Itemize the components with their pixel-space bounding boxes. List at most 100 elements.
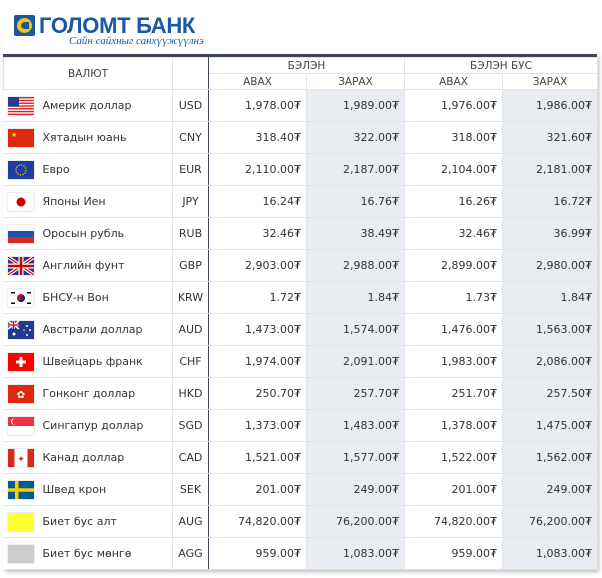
noncash-buy-rate: 318.00₮ bbox=[404, 121, 504, 154]
cash-sell-rate: 1.84₮ bbox=[306, 281, 406, 314]
currency-cell: Японы Иен bbox=[3, 185, 173, 218]
cash-buy-rate: 1,473.00₮ bbox=[208, 313, 307, 346]
currency-code: SGD bbox=[172, 409, 209, 442]
noncash-buy-rate: 1,976.00₮ bbox=[404, 89, 504, 122]
ca-flag-icon: ✦ bbox=[7, 448, 34, 467]
currency-cell: Швед крон bbox=[3, 473, 173, 506]
noncash-buy-rate: 2,899.00₮ bbox=[404, 249, 504, 282]
cash-buy-rate: 201.00₮ bbox=[208, 473, 307, 506]
noncash-buy-rate: 32.46₮ bbox=[404, 217, 504, 250]
cash-buy-rate: 318.40₮ bbox=[208, 121, 307, 154]
table-row: Швейцарь франк CHF 1,974.00₮ 2,091.00₮ 1… bbox=[3, 345, 599, 378]
gold-swatch-icon bbox=[7, 512, 34, 531]
cash-buy-rate: 1,974.00₮ bbox=[208, 345, 307, 378]
noncash-sell-rate: 2,086.00₮ bbox=[502, 345, 599, 378]
currency-cell: ✿ Гонконг доллар bbox=[3, 377, 173, 410]
golomt-logo-icon bbox=[14, 15, 35, 36]
svg-text:✿: ✿ bbox=[16, 390, 24, 401]
currency-name: Канад доллар bbox=[42, 451, 125, 464]
noncash-buy-rate: 1,983.00₮ bbox=[404, 345, 504, 378]
table-row: Швед крон SEK 201.00₮ 249.00₮ 201.00₮ 24… bbox=[3, 473, 599, 506]
currency-name: Биет бус мөнгө bbox=[42, 547, 132, 560]
currency-code: AGG bbox=[172, 537, 209, 570]
header-noncash-sell: ЗАРАХ bbox=[502, 73, 599, 90]
noncash-buy-rate: 1,476.00₮ bbox=[404, 313, 504, 346]
table-row: Японы Иен JPY 16.24₮ 16.76₮ 16.26₮ 16.72… bbox=[3, 185, 599, 218]
silver-swatch-icon bbox=[7, 544, 34, 563]
table-row: ✿ Гонконг доллар HKD 250.70₮ 257.70₮ 251.… bbox=[3, 377, 599, 410]
table-row: Биет бус мөнгө AGG 959.00₮ 1,083.00₮ 959… bbox=[3, 537, 599, 570]
noncash-sell-rate: 2,980.00₮ bbox=[502, 249, 599, 282]
currency-cell: Биет бус мөнгө bbox=[3, 537, 173, 570]
cash-buy-rate: 250.70₮ bbox=[208, 377, 307, 410]
currency-code: AUD bbox=[172, 313, 209, 346]
cash-sell-rate: 322.00₮ bbox=[306, 121, 406, 154]
exchange-rate-table: ВАЛЮТ БЭЛЭН БЭЛЭН БУС АВАХ ЗАРАХ АВАХ ЗА… bbox=[3, 54, 599, 570]
jp-flag-icon bbox=[7, 192, 34, 211]
brand-name: ГОЛОМТ БАНК bbox=[39, 13, 196, 38]
currency-code: HKD bbox=[172, 377, 209, 410]
cash-sell-rate: 16.76₮ bbox=[306, 185, 406, 218]
noncash-buy-rate: 1,378.00₮ bbox=[404, 409, 504, 442]
gb-flag-icon bbox=[7, 256, 34, 275]
currency-name: Гонконг доллар bbox=[42, 387, 136, 400]
cash-buy-rate: 2,110.00₮ bbox=[208, 153, 307, 186]
currency-name: Оросын рубль bbox=[42, 227, 125, 240]
cash-sell-rate: 1,483.00₮ bbox=[306, 409, 406, 442]
noncash-buy-rate: 1.73₮ bbox=[404, 281, 504, 314]
currency-cell: ✦ Канад доллар bbox=[3, 441, 173, 474]
cash-sell-rate: 249.00₮ bbox=[306, 473, 406, 506]
table-row: Евро EUR 2,110.00₮ 2,187.00₮ 2,104.00₮ 2… bbox=[3, 153, 599, 186]
sg-flag-icon bbox=[7, 416, 34, 435]
cash-buy-rate: 74,820.00₮ bbox=[208, 505, 307, 538]
table-row: Английн фунт GBP 2,903.00₮ 2,988.00₮ 2,8… bbox=[3, 249, 599, 282]
cn-flag-icon: ★ bbox=[7, 128, 34, 147]
noncash-buy-rate: 201.00₮ bbox=[404, 473, 504, 506]
noncash-buy-rate: 16.26₮ bbox=[404, 185, 504, 218]
table-row: ★ Хятадын юань CNY 318.40₮ 322.00₮ 318.00… bbox=[3, 121, 599, 154]
currency-code: CAD bbox=[172, 441, 209, 474]
currency-cell: Английн фунт bbox=[3, 249, 173, 282]
cash-sell-rate: 1,577.00₮ bbox=[306, 441, 406, 474]
noncash-buy-rate: 74,820.00₮ bbox=[404, 505, 504, 538]
cash-sell-rate: 1,574.00₮ bbox=[306, 313, 406, 346]
header-code bbox=[172, 57, 209, 90]
currency-code: JPY bbox=[172, 185, 209, 218]
table-row: Биет бус алт AUG 74,820.00₮ 76,200.00₮ 7… bbox=[3, 505, 599, 538]
currency-name: Английн фунт bbox=[42, 259, 125, 272]
svg-text:★: ★ bbox=[11, 131, 17, 139]
noncash-sell-rate: 76,200.00₮ bbox=[502, 505, 599, 538]
header-cash-sell: ЗАРАХ bbox=[305, 73, 406, 90]
currency-name: БНСУ-н Вон bbox=[42, 291, 109, 304]
cash-sell-rate: 2,988.00₮ bbox=[306, 249, 406, 282]
cash-sell-rate: 2,091.00₮ bbox=[306, 345, 406, 378]
currency-code: RUB bbox=[172, 217, 209, 250]
table-row: Америк доллар USD 1,978.00₮ 1,989.00₮ 1,… bbox=[3, 89, 599, 122]
currency-code: CHF bbox=[172, 345, 209, 378]
ru-flag-icon bbox=[7, 224, 34, 243]
cash-buy-rate: 32.46₮ bbox=[208, 217, 307, 250]
currency-cell: Швейцарь франк bbox=[3, 345, 173, 378]
noncash-sell-rate: 2,181.00₮ bbox=[502, 153, 599, 186]
cash-sell-rate: 257.70₮ bbox=[306, 377, 406, 410]
noncash-sell-rate: 1,563.00₮ bbox=[502, 313, 599, 346]
noncash-sell-rate: 249.00₮ bbox=[502, 473, 599, 506]
ch-flag-icon bbox=[7, 352, 34, 371]
header-cash-buy: АВАХ bbox=[208, 73, 307, 90]
currency-cell: Евро bbox=[3, 153, 173, 186]
us-flag-icon bbox=[7, 96, 34, 115]
currency-code: GBP bbox=[172, 249, 209, 282]
currency-cell: Америк доллар bbox=[3, 89, 173, 122]
currency-code: AUG bbox=[172, 505, 209, 538]
cash-sell-rate: 2,187.00₮ bbox=[306, 153, 406, 186]
se-flag-icon bbox=[7, 480, 34, 499]
noncash-buy-rate: 251.70₮ bbox=[404, 377, 504, 410]
table-row: Австрали доллар AUD 1,473.00₮ 1,574.00₮ … bbox=[3, 313, 599, 346]
table-row: БНСУ-н Вон KRW 1.72₮ 1.84₮ 1.73₮ 1.84₮ bbox=[3, 281, 599, 314]
cash-buy-rate: 1,521.00₮ bbox=[208, 441, 307, 474]
currency-name: Швейцарь франк bbox=[42, 355, 143, 368]
currency-name: Евро bbox=[42, 163, 70, 176]
table-row: Сингапур доллар SGD 1,373.00₮ 1,483.00₮ … bbox=[3, 409, 599, 442]
cash-buy-rate: 959.00₮ bbox=[208, 537, 307, 570]
cash-buy-rate: 1,978.00₮ bbox=[208, 89, 307, 122]
